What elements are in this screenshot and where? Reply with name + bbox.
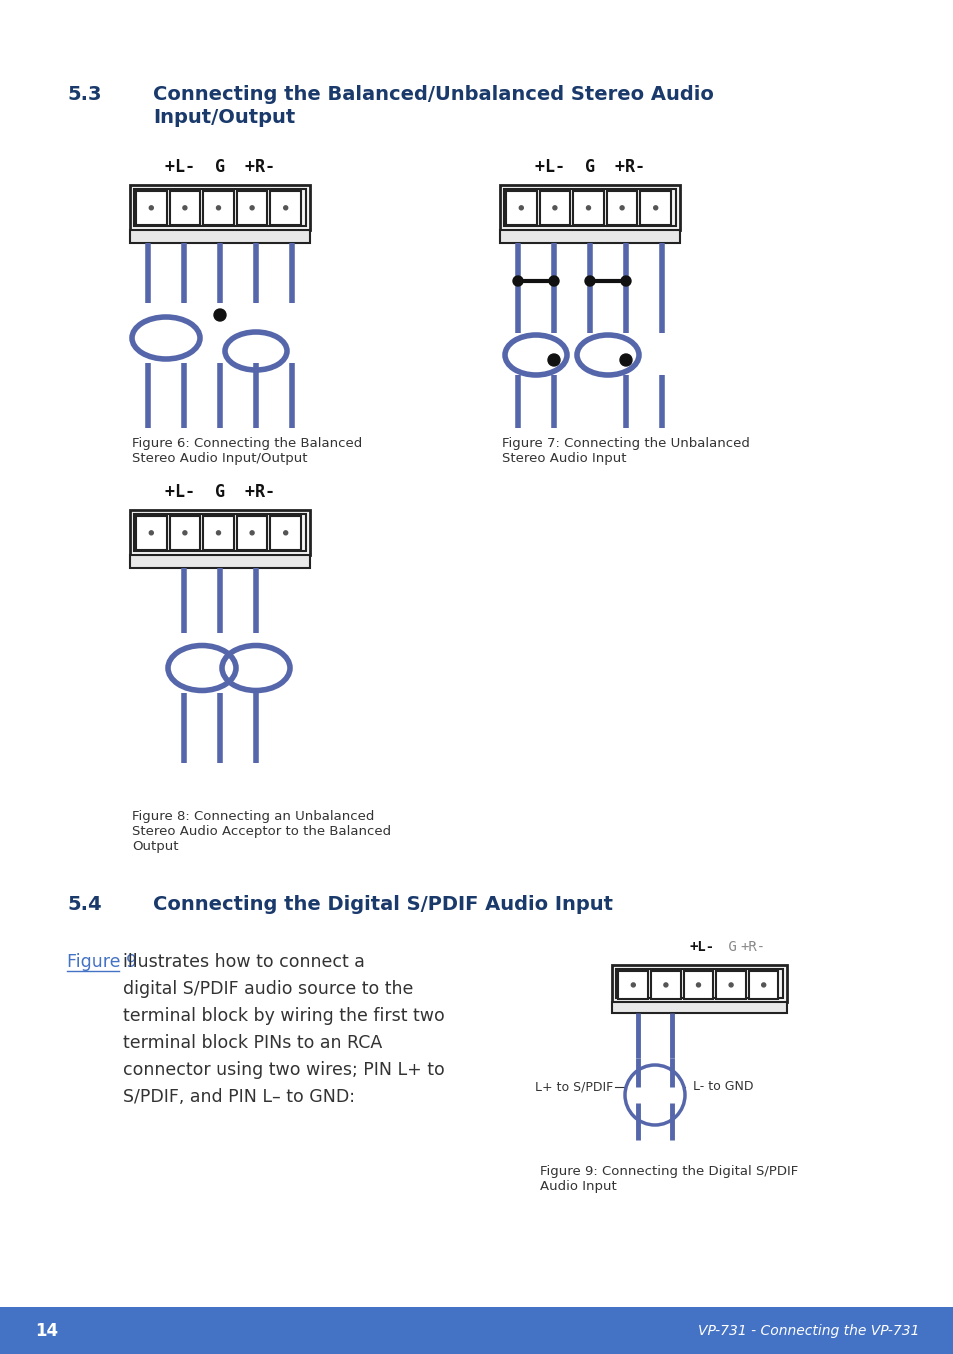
Bar [618,971,647,999]
Bar [505,191,536,225]
Text: VP-731 - Connecting the VP-731: VP-731 - Connecting the VP-731 [698,1323,919,1338]
Text: Figure 8: Connecting an Unbalanced
Stereo Audio Acceptor to the Balanced
Output: Figure 8: Connecting an Unbalanced Stere… [132,810,391,853]
Bar [503,190,676,226]
Text: Figure 7: Connecting the Unbalanced
Stereo Audio Input: Figure 7: Connecting the Unbalanced Ster… [501,437,749,464]
Circle shape [653,206,657,210]
Bar [203,516,233,550]
Text: illustrates how to connect a
digital S/PDIF audio source to the
terminal block b: illustrates how to connect a digital S/P… [123,953,444,1106]
Circle shape [663,983,667,987]
Bar [136,191,167,225]
Circle shape [619,353,631,366]
Bar [573,191,603,225]
Circle shape [513,276,522,286]
Circle shape [149,531,153,535]
Circle shape [213,309,226,321]
Text: Figure 9: Connecting the Digital S/PDIF
Audio Input: Figure 9: Connecting the Digital S/PDIF … [539,1164,798,1193]
Bar [270,191,301,225]
Text: Input/Output: Input/Output [152,108,294,127]
Text: Figure 6: Connecting the Balanced
Stereo Audio Input/Output: Figure 6: Connecting the Balanced Stereo… [132,437,362,464]
Bar [616,969,782,998]
Circle shape [586,206,590,210]
Circle shape [760,983,765,987]
Text: Connecting the Balanced/Unbalanced Stereo Audio: Connecting the Balanced/Unbalanced Stere… [152,85,713,104]
Bar [130,510,310,555]
Bar [136,516,167,550]
Circle shape [548,276,558,286]
Bar [716,971,745,999]
Bar [236,516,267,550]
Bar [170,516,200,550]
Circle shape [584,276,595,286]
Bar [133,190,306,226]
Circle shape [518,206,523,210]
Bar [130,185,310,230]
Circle shape [250,531,253,535]
Text: +L-  G  +R-: +L- G +R- [165,483,274,501]
Text: Connecting the Digital S/PDIF Audio Input: Connecting the Digital S/PDIF Audio Inpu… [152,895,613,914]
Bar [236,191,267,225]
Bar [683,971,713,999]
Text: 5.3: 5.3 [67,85,101,104]
Circle shape [283,531,288,535]
Text: G: G [720,940,744,955]
Text: +R-: +R- [740,940,764,955]
Circle shape [624,1066,684,1125]
Circle shape [553,206,557,210]
Text: 5.4: 5.4 [67,895,102,914]
Bar [0,1307,953,1354]
Circle shape [696,983,700,987]
Bar [170,191,200,225]
Text: L+ to S/PDIF: L+ to S/PDIF [535,1080,613,1094]
Bar [612,965,786,1002]
Circle shape [216,531,220,535]
Circle shape [283,206,288,210]
Bar [270,516,301,550]
Text: +L-  G  +R-: +L- G +R- [535,158,644,176]
Bar [499,185,679,230]
Bar [499,230,679,242]
Bar [650,971,680,999]
Bar [539,191,570,225]
Text: 14: 14 [35,1322,58,1339]
Circle shape [250,206,253,210]
Circle shape [631,983,635,987]
Circle shape [547,353,559,366]
Bar [130,230,310,242]
Text: +L-  G  +R-: +L- G +R- [165,158,274,176]
Bar [748,971,778,999]
Bar [612,1002,786,1013]
Circle shape [149,206,153,210]
Circle shape [728,983,732,987]
Bar [130,555,310,567]
Circle shape [620,276,630,286]
Circle shape [183,206,187,210]
Bar [606,191,637,225]
Bar [133,515,306,551]
Bar [203,191,233,225]
Text: L- to GND: L- to GND [692,1080,753,1094]
Text: +L-: +L- [689,940,715,955]
Circle shape [619,206,623,210]
Circle shape [183,531,187,535]
Text: Figure 9: Figure 9 [67,953,137,971]
Bar [639,191,670,225]
Circle shape [216,206,220,210]
